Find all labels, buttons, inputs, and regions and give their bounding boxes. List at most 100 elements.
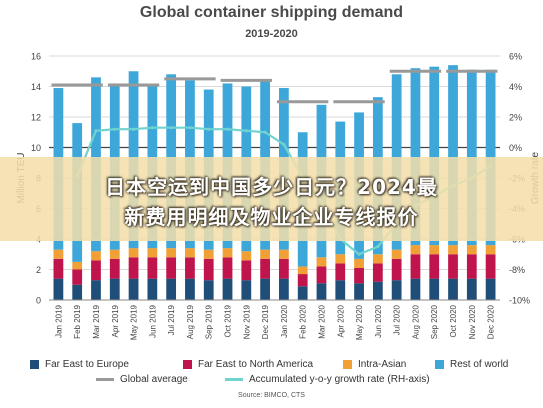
legend-label-far-east-north-america: Far East to North America — [198, 359, 314, 370]
y-tick-label: 14 — [31, 82, 41, 92]
growth-rate-point — [150, 126, 154, 130]
bar-segment-far-east-north-america — [372, 263, 383, 282]
bar-segment-far-east-europe — [316, 283, 327, 300]
bar-segment-intra-asian — [448, 245, 458, 255]
bar-segment-far-east-north-america — [391, 258, 402, 281]
y-tick-label: 0 — [36, 296, 41, 306]
bar-segment-far-east-north-america — [128, 257, 139, 279]
bar-segment-far-east-north-america — [410, 254, 421, 279]
x-tick-label: Nov 2019 — [242, 304, 251, 339]
y2-tick-label: 6% — [509, 52, 522, 62]
bar-segment-far-east-europe — [485, 278, 496, 300]
x-tick-label: Jul 2019 — [167, 304, 176, 335]
global-average-lines — [51, 69, 498, 104]
bar-segment-far-east-north-america — [297, 274, 308, 287]
bar-segment-far-east-north-america — [485, 254, 496, 279]
growth-rate-point — [225, 127, 230, 131]
bar-segment-far-east-europe — [354, 283, 364, 300]
bar-segment-far-east-north-america — [448, 254, 458, 279]
x-tick-label: Jun 2019 — [148, 304, 157, 337]
x-tick-label: Aug 2019 — [186, 304, 195, 339]
bar-segment-intra-asian — [203, 249, 214, 259]
bar-segment-far-east-north-america — [260, 258, 270, 279]
x-tick-label: Dec 2020 — [487, 304, 496, 339]
legend-swatch-rest-of-world — [435, 360, 444, 369]
legend-far-east-north-america: Far East to North America — [183, 359, 313, 370]
legend-far-east-europe: Far East to Europe — [30, 359, 129, 370]
bar-segment-far-east-europe — [91, 280, 101, 300]
legend-label-far-east-europe: Far East to Europe — [45, 359, 129, 370]
legend-swatch-intra-asian — [343, 360, 352, 369]
legend-swatch-far-east-north-america — [183, 360, 192, 369]
legend-label-global-average: Global average — [120, 374, 188, 385]
growth-rate-point — [263, 130, 267, 134]
bar-segment-rest-of-world — [410, 68, 421, 246]
bar-segment-far-east-north-america — [354, 267, 364, 284]
x-tick-label: May 2019 — [130, 304, 139, 340]
x-tick-label: Feb 2019 — [73, 304, 82, 338]
y2-tick-label: 4% — [509, 82, 522, 92]
bar-segment-intra-asian — [279, 249, 289, 259]
bar-segment-intra-asian — [466, 245, 477, 255]
bar-segment-far-east-north-america — [203, 258, 214, 281]
x-tick-label: May 2020 — [355, 304, 364, 340]
bar-segment-far-east-europe — [203, 280, 214, 300]
bar-segment-intra-asian — [316, 257, 327, 267]
y-tick-label: 2 — [36, 265, 41, 275]
bar-segment-far-east-europe — [429, 278, 440, 300]
bar-segment-far-east-north-america — [429, 254, 440, 279]
growth-rate-point — [188, 126, 192, 130]
legend-global-average: Global average — [96, 374, 188, 385]
bar-segment-intra-asian — [372, 254, 383, 264]
x-tick-label: Oct 2019 — [224, 304, 233, 337]
legend-intra-asian: Intra-Asian — [343, 359, 406, 370]
bar-segment-intra-asian — [297, 266, 308, 275]
bar-segment-far-east-europe — [72, 284, 83, 300]
chart-subtitle: 2019-2020 — [245, 28, 298, 40]
chart-source: Source: BIMCO, CTS — [238, 392, 305, 399]
bar-segment-intra-asian — [147, 248, 158, 258]
bar-segment-far-east-north-america — [316, 266, 327, 284]
bar-segment-intra-asian — [166, 248, 177, 258]
chart-title: Global container shipping demand — [139, 4, 404, 21]
legend-swatch-far-east-europe — [30, 360, 39, 369]
bar-segment-far-east-europe — [185, 278, 195, 300]
bar-segment-far-east-north-america — [335, 263, 346, 281]
growth-rate-point — [244, 129, 248, 133]
y-tick-label: 10 — [31, 143, 41, 153]
legend-growth-rate: Accumulated y-o-y growth rate (RH-axis) — [225, 374, 430, 385]
y2-tick-label: -8% — [509, 265, 525, 275]
bar-segment-far-east-north-america — [166, 257, 177, 279]
bar-segment-far-east-north-america — [466, 254, 477, 279]
legend-label-growth-rate: Accumulated y-o-y growth rate (RH-axis) — [249, 374, 430, 385]
x-tick-label: Jan 2020 — [280, 304, 289, 337]
bar-segment-far-east-north-america — [53, 258, 64, 279]
y2-tick-label: 0% — [509, 143, 522, 153]
x-tick-label: Jun 2020 — [374, 304, 383, 337]
y-tick-label: 16 — [31, 52, 41, 62]
x-tick-label: Nov 2020 — [468, 304, 477, 339]
bar-segment-far-east-europe — [466, 278, 477, 300]
x-tick-label: Apr 2020 — [336, 304, 345, 337]
growth-rate-point — [113, 127, 117, 131]
bar-segment-far-east-europe — [166, 278, 177, 300]
bar-segment-far-east-europe — [260, 278, 270, 300]
bar-segment-intra-asian — [109, 249, 120, 259]
growth-rate-point — [207, 127, 211, 131]
bar-segment-far-east-europe — [109, 278, 120, 300]
legend-label-rest-of-world: Rest of world — [450, 359, 509, 370]
y2-tick-label: -10% — [509, 296, 530, 306]
bar-segment-intra-asian — [241, 251, 252, 261]
bar-segment-far-east-europe — [241, 280, 252, 300]
bar-segment-far-east-europe — [410, 278, 421, 300]
x-tick-label: Oct 2020 — [449, 304, 458, 337]
overlay-banner: 日本空运到中国多少日元？2024最 新费用明细及物业企业专线报价 — [0, 157, 543, 241]
banner-line-1: 日本空运到中国多少日元？2024最 — [105, 175, 438, 199]
bar-segment-intra-asian — [185, 248, 195, 258]
bar-segment-intra-asian — [91, 251, 101, 261]
bar-segment-intra-asian — [128, 248, 139, 258]
bar-segment-far-east-europe — [448, 278, 458, 300]
growth-rate-point — [282, 142, 286, 147]
bar-segment-rest-of-world — [429, 66, 440, 246]
x-tick-label: Sep 2020 — [430, 304, 439, 339]
